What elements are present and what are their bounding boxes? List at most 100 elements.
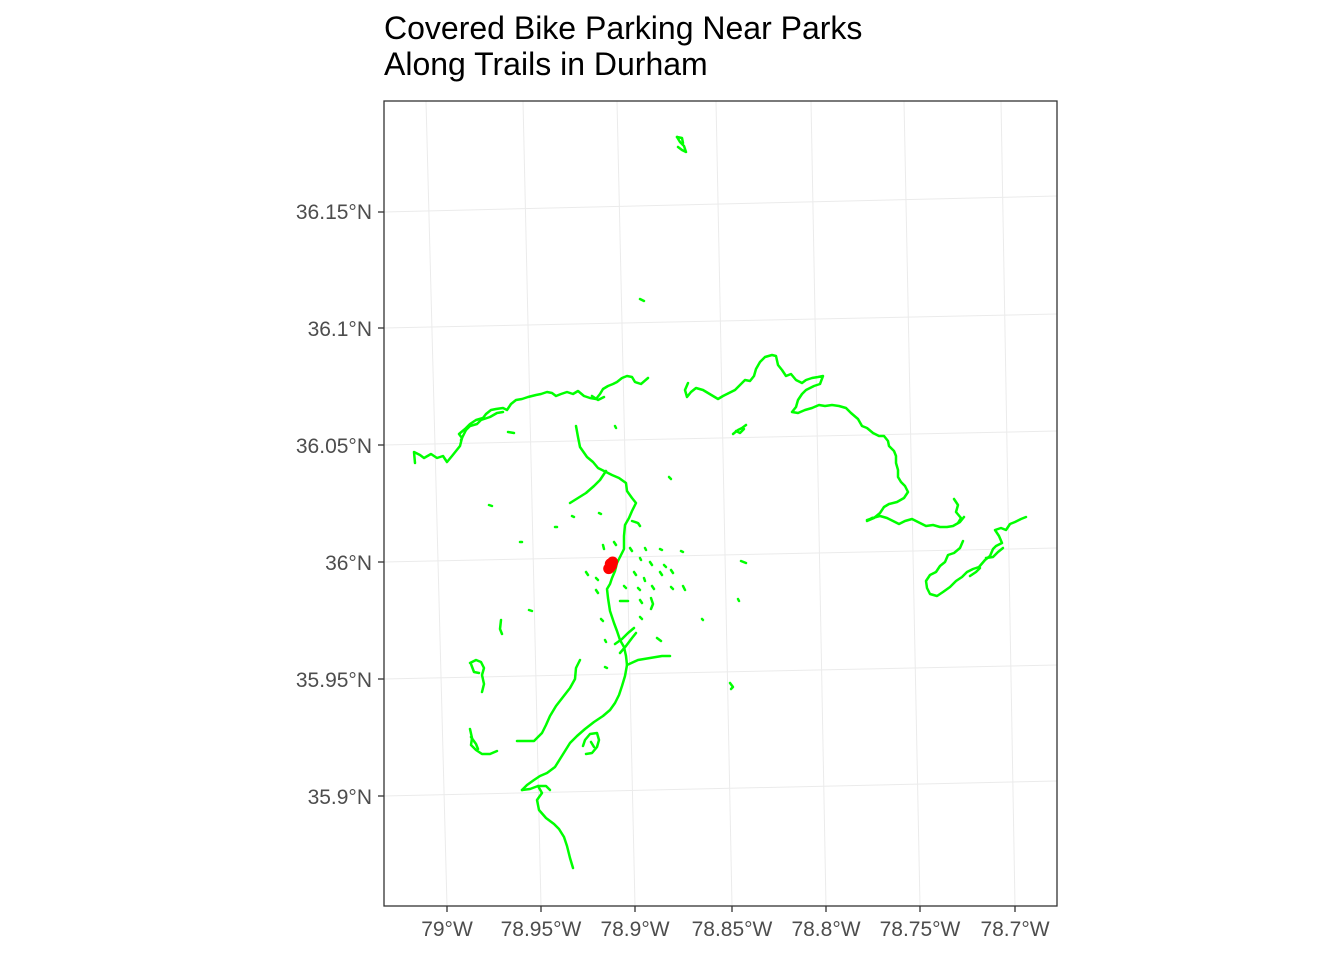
bike-parking-points [603, 556, 619, 575]
trail-line [612, 540, 618, 547]
trail-line [599, 617, 605, 623]
trail-line [487, 503, 494, 508]
trail-line [667, 475, 673, 481]
trail-line [642, 576, 647, 583]
trail-line [597, 511, 603, 516]
trail-line [658, 570, 664, 577]
trail-line [681, 584, 687, 592]
x-axis-labels: 79°W 78.95°W 78.9°W 78.85°W 78.8°W 78.75… [421, 918, 1050, 941]
grid-line-lon-79-00 [425, 100, 448, 907]
trail-line [520, 424, 638, 792]
trail-line [581, 731, 601, 756]
trail-line [628, 546, 634, 553]
trail-line [728, 681, 735, 691]
trail-line [662, 563, 668, 569]
grid-line-lon-78-90 [616, 100, 636, 907]
x-tick-label: 78.95°W [501, 918, 582, 941]
trail-line [648, 560, 654, 567]
trail-line [603, 638, 608, 644]
trail-line [984, 546, 1005, 560]
trail-line [568, 469, 608, 505]
trail-line [603, 665, 609, 670]
trail-line [590, 394, 606, 402]
trail-line [675, 135, 685, 145]
y-axis-labels: 36.15°N 36.1°N 36.05°N 36°N 35.95°N 35.9… [296, 201, 372, 809]
x-tick-label: 79°W [421, 918, 473, 941]
trail-line [632, 570, 638, 577]
grid-line-lon-78-70 [1000, 100, 1016, 907]
trail-line [638, 598, 644, 605]
trail-line [655, 636, 663, 643]
y-axis-ticks [378, 211, 384, 797]
x-tick-label: 78.85°W [692, 918, 773, 941]
panel-background [384, 101, 1057, 906]
y-tick-label: 36°N [325, 552, 372, 575]
trail-line [589, 740, 596, 749]
grid-line-lat-36-00 [383, 547, 1058, 563]
grid-line-lat-35-95 [383, 664, 1058, 680]
trail-line [675, 135, 688, 154]
trail-line [570, 514, 576, 519]
y-tick-label: 35.9°N [308, 786, 372, 809]
trail-line [625, 654, 672, 667]
trail-line [527, 608, 534, 613]
trail-line [739, 559, 748, 565]
trail-line [630, 519, 642, 528]
map-title: Covered Bike Parking Near Parks Along Tr… [384, 10, 862, 82]
trail-line [594, 588, 600, 595]
trail-line [865, 515, 878, 522]
trail-line [613, 424, 618, 430]
trail-line [459, 410, 505, 442]
trail-line [669, 585, 675, 591]
trail-line [412, 374, 650, 465]
trail-line [736, 597, 741, 603]
x-axis-ticks [446, 906, 1016, 912]
trail-line [638, 297, 646, 303]
trail-network [412, 135, 1028, 870]
trail-line [968, 566, 982, 578]
grid-line-lon-78-75 [903, 100, 921, 907]
trail-line [658, 547, 664, 552]
y-tick-label: 35.95°N [296, 669, 372, 692]
graticule [383, 100, 1058, 907]
x-tick-label: 78.75°W [880, 918, 961, 941]
y-tick-label: 36.1°N [308, 318, 372, 341]
grid-line-lon-78-85 [715, 100, 733, 907]
trail-line [952, 497, 963, 525]
panel-border [383, 100, 1058, 907]
trail-line [498, 618, 504, 636]
title-line-2: Along Trails in Durham [384, 46, 708, 82]
trail-line [469, 735, 480, 751]
grid-line-lon-78-80 [810, 100, 827, 907]
trail-line [506, 430, 516, 435]
y-tick-label: 36.05°N [296, 435, 372, 458]
trail-line [649, 596, 655, 611]
bike-parking-point [604, 558, 616, 570]
trail-line [618, 631, 638, 655]
trail-line [613, 626, 636, 646]
trail-line [650, 584, 656, 591]
trail-line [638, 615, 644, 621]
grid-line-lon-78-95 [522, 100, 542, 907]
grid-line-lat-36-05 [383, 430, 1058, 446]
trail-line [734, 427, 746, 435]
trail-line [679, 549, 685, 554]
y-tick-label: 36.15°N [296, 201, 372, 224]
trail-line [594, 576, 600, 582]
trail-line [636, 586, 642, 592]
trail-line [643, 546, 648, 552]
x-tick-label: 78.8°W [791, 918, 860, 941]
trail-line [515, 658, 582, 743]
trail-line [622, 584, 628, 590]
trail-line [584, 570, 590, 577]
grid-line-lat-35-90 [383, 780, 1058, 797]
trail-line [601, 543, 606, 551]
x-tick-label: 78.7°W [980, 918, 1049, 941]
grid-line-lat-36-15 [383, 195, 1058, 213]
trail-line [669, 568, 675, 575]
trail-line [924, 515, 1028, 598]
trail-line [638, 556, 643, 562]
trail-line [700, 617, 705, 622]
trail-line [468, 658, 486, 694]
